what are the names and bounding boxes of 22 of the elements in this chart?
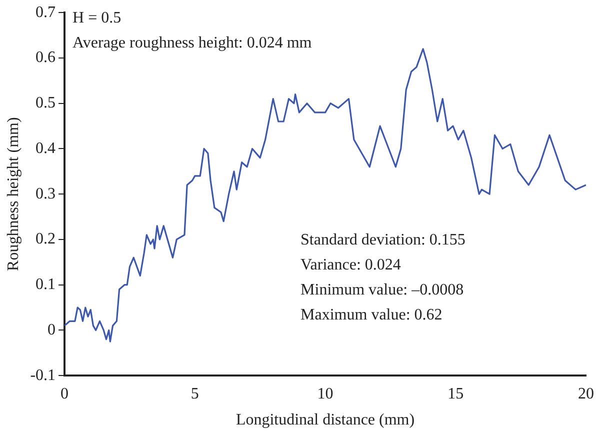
y-tick-label: 0.7 bbox=[36, 4, 56, 21]
annotation: Minimum value: –0.0008 bbox=[300, 282, 464, 299]
x-tick-label: 5 bbox=[190, 385, 199, 402]
y-tick-label: 0.1 bbox=[36, 276, 56, 294]
annotation: Variance: 0.024 bbox=[300, 256, 401, 274]
y-tick-label: 0.6 bbox=[36, 49, 56, 66]
x-axis-title: Longitudinal distance (mm) bbox=[236, 412, 415, 429]
x-tick-label: 10 bbox=[317, 385, 334, 402]
x-tick-label: 20 bbox=[578, 385, 594, 402]
y-tick-label: 0 bbox=[48, 321, 56, 338]
y-tick-label: -0.1 bbox=[30, 366, 56, 384]
y-tick-label: 0.3 bbox=[36, 185, 56, 202]
annotation: H = 0.5 bbox=[72, 10, 122, 27]
y-tick-label: 0.5 bbox=[36, 94, 56, 112]
y-tick-label: 0.4 bbox=[36, 140, 56, 157]
annotation: Maximum value: 0.62 bbox=[300, 306, 442, 324]
y-tick-label: 0.2 bbox=[36, 230, 56, 248]
annotation: Average roughness height: 0.024 mm bbox=[72, 34, 312, 52]
annotation: Standard deviation: 0.155 bbox=[300, 232, 466, 249]
x-tick-label: 0 bbox=[60, 385, 69, 402]
y-axis-title: Roughness height (mm) bbox=[4, 117, 22, 271]
x-tick-label: 15 bbox=[448, 385, 464, 402]
